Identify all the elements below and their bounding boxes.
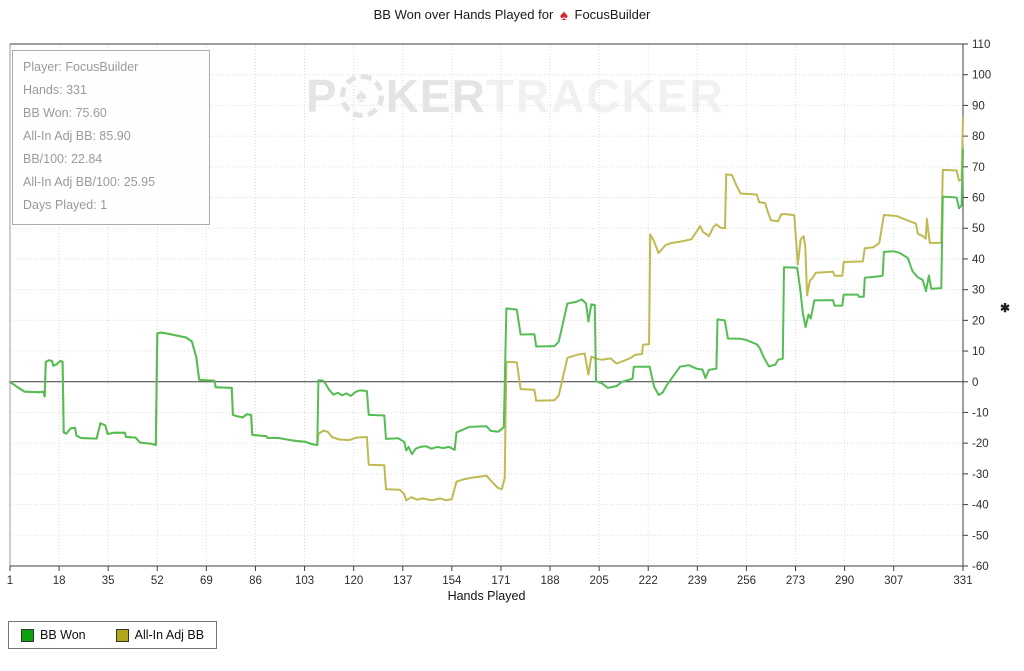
chart-title-player: FocusBuilder	[574, 7, 651, 22]
y-tick-label: -60	[972, 561, 989, 573]
x-tick-label: 154	[442, 575, 462, 587]
legend-label: BB Won	[40, 628, 86, 642]
y-tick-label: 100	[972, 70, 991, 82]
x-tick-label: 52	[151, 575, 164, 587]
y-tick-label: 10	[972, 346, 985, 358]
x-tick-label: 18	[53, 575, 66, 587]
y-tick-label: -20	[972, 438, 989, 450]
y-tick-label: 110	[972, 39, 990, 51]
chart-plot-area[interactable]: 1101009080706050403020100-10-20-30-40-50…	[0, 0, 1024, 615]
y-tick-label: 50	[972, 223, 985, 235]
watermark-text-p: P	[306, 70, 338, 122]
chart-title-text: BB Won over Hands Played for	[373, 7, 554, 22]
stats-panel: Player: FocusBuilder Hands: 331 BB Won: …	[12, 50, 210, 225]
y-tick-label: 90	[972, 100, 985, 112]
bb-won-swatch-icon	[21, 628, 34, 642]
stat-bb-won: BB Won: 75.60	[23, 106, 107, 120]
poker-chip-icon: ♠	[339, 74, 384, 118]
x-tick-label: 69	[200, 575, 213, 587]
x-tick-label: 290	[835, 575, 854, 587]
x-tick-label: 273	[786, 575, 805, 587]
y-tick-label: 40	[972, 254, 985, 266]
watermark-text-tracker: TRACKER	[485, 70, 725, 122]
y-tick-label: 70	[972, 162, 985, 174]
x-tick-label: 103	[295, 575, 314, 587]
x-tick-label: 239	[688, 575, 707, 587]
y-tick-label: -40	[972, 500, 989, 512]
x-tick-label: 205	[590, 575, 609, 587]
stat-allin-adj-bb-per-100: All-In Adj BB/100: 25.95	[23, 175, 156, 189]
x-tick-label: 331	[953, 575, 972, 587]
pokerstars-spade-icon: ♠	[559, 7, 568, 24]
x-tick-label: 86	[249, 575, 262, 587]
y-tick-label: 30	[972, 285, 985, 297]
stat-bb-per-100: BB/100: 22.84	[23, 152, 103, 166]
legend-item-all-in-adj-bb[interactable]: All-In Adj BB	[115, 628, 205, 642]
pokertracker-watermark: P ♠ KER TRACKER	[306, 70, 725, 122]
legend-label: All-In Adj BB	[134, 628, 205, 642]
legend-item-bb-won[interactable]: BB Won	[21, 628, 86, 642]
x-tick-label: 188	[540, 575, 559, 587]
x-tick-label: 307	[884, 575, 903, 587]
x-axis-title: Hands Played	[447, 589, 526, 603]
watermark-text-ker: KER	[385, 70, 486, 122]
y-tick-label: 20	[972, 315, 985, 327]
x-tick-label: 35	[102, 575, 115, 587]
axis-note-glyph: ✱	[1000, 301, 1011, 315]
stat-days-played: Days Played: 1	[23, 198, 108, 212]
chip-spade-icon: ♠	[355, 84, 368, 107]
stat-hands: Hands: 331	[23, 83, 87, 97]
legend: BB Won All-In Adj BB	[8, 621, 218, 649]
x-tick-label: 256	[737, 575, 756, 587]
y-tick-label: 0	[972, 377, 978, 389]
series-line-bb-won	[9, 148, 964, 456]
y-tick-label: 60	[972, 193, 985, 205]
y-tick-label: -50	[972, 530, 989, 542]
x-tick-label: 171	[491, 575, 510, 587]
stat-player: Player: FocusBuilder	[23, 60, 139, 74]
y-tick-label: -10	[972, 407, 989, 419]
x-tick-label: 222	[639, 575, 658, 587]
x-tick-label: 137	[393, 575, 412, 587]
all-in-adj-bb-swatch-icon	[115, 628, 129, 642]
x-tick-label: 1	[7, 575, 13, 587]
x-tick-label: 120	[344, 575, 363, 587]
stat-allin-adj-bb: All-In Adj BB: 85.90	[23, 129, 131, 143]
y-tick-label: -30	[972, 469, 989, 481]
y-tick-label: 80	[972, 131, 985, 143]
chart-title: BB Won over Hands Played for ♠ FocusBuil…	[0, 7, 1024, 24]
